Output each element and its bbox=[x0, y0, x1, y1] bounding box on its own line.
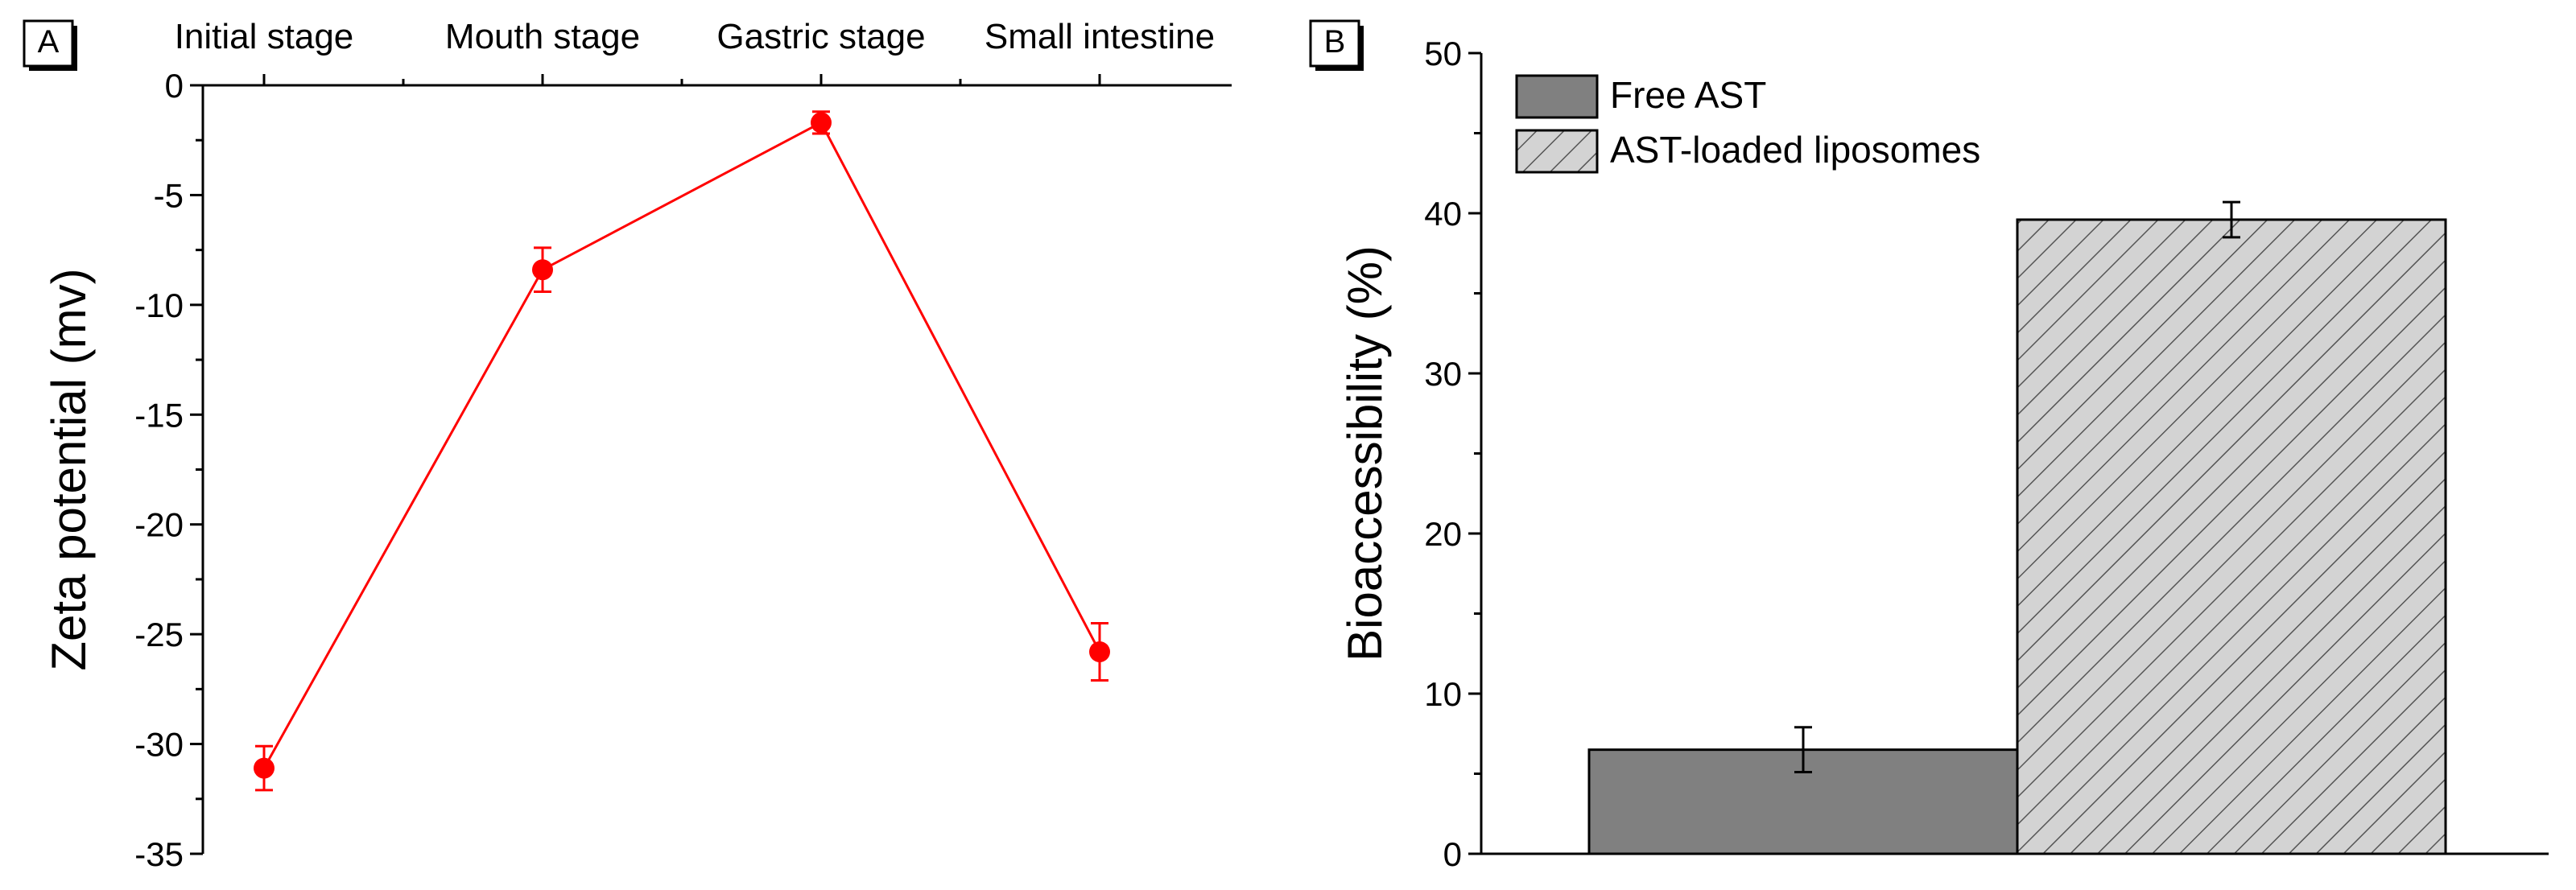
panel-b-bar bbox=[2016, 218, 2447, 855]
panel-a-axes bbox=[201, 84, 1232, 854]
panel-b-bars bbox=[1587, 218, 2447, 855]
panel-b-y-tick-label: 50 bbox=[1424, 35, 1462, 72]
panel-a-x-tick-label: Gastric stage bbox=[716, 17, 925, 56]
panel-a-x-tick-label: Initial stage bbox=[175, 17, 354, 56]
panel-a-series-path bbox=[262, 121, 1101, 769]
panel-a-y-tick-label: -10 bbox=[134, 286, 184, 324]
panel-b-y-tick-label: 0 bbox=[1443, 835, 1462, 873]
panel-a-y-tick-label: 0 bbox=[165, 67, 184, 105]
panel-a-y-axis-label: Zeta potential (mv) bbox=[42, 268, 96, 670]
panel-a-y-tick-label: -25 bbox=[134, 616, 184, 653]
panel-a-y-tick-label: -20 bbox=[134, 506, 184, 544]
panel-a-series-line bbox=[262, 121, 1101, 769]
legend-swatch-ast-loaded-liposomes bbox=[1515, 129, 1599, 174]
panel-a-y-tick-label: -15 bbox=[134, 396, 184, 434]
legend-label-free-ast: Free AST bbox=[1610, 74, 1766, 116]
panel-a-x-tick-label: Small intestine bbox=[985, 17, 1215, 56]
panel-a-label: A bbox=[38, 24, 60, 60]
panel-b-y-tick-label: 20 bbox=[1424, 515, 1462, 553]
panel-a-y-ticks: 0 -5 -10 -15 -20 -25 -30 -35 bbox=[134, 67, 203, 873]
panel-b-y-tick-label: 30 bbox=[1424, 355, 1462, 393]
panel-a-x-tick-label: Mouth stage bbox=[445, 17, 640, 56]
panel-b-y-tick-label: 10 bbox=[1424, 675, 1462, 713]
panel-a-label-box bbox=[23, 19, 74, 68]
panel-a-y-tick-label: -35 bbox=[134, 835, 184, 873]
panel-a-data-point bbox=[811, 112, 832, 134]
legend-label-ast-loaded-liposomes: AST-loaded liposomes bbox=[1610, 129, 1980, 171]
panel-b-error-bars bbox=[1794, 200, 2240, 774]
panel-a-data-point bbox=[254, 757, 275, 779]
panel-b-y-axis-label: Bioaccessibility (%) bbox=[1338, 245, 1392, 661]
panel-b: B 0 10 20 30 40 50 Bioaccessibility (%) Free … bbox=[1309, 19, 2549, 873]
panel-a-error-bars bbox=[255, 110, 1108, 792]
panel-a-x-ticks: Initial stage Mouth stage Gastric stage Sma… bbox=[175, 17, 1215, 85]
panel-b-label: B bbox=[1324, 24, 1346, 60]
panel-a-y-tick-label: -5 bbox=[154, 176, 184, 214]
panel-a-data-point bbox=[1089, 641, 1110, 662]
panel-b-label-box bbox=[1309, 19, 1360, 68]
panel-a-data-points bbox=[254, 112, 1110, 779]
panel-b-legend: Free AST AST-loaded liposomes bbox=[1515, 74, 1980, 174]
panel-b-y-tick-label: 40 bbox=[1424, 195, 1462, 233]
panel-a-data-point bbox=[532, 259, 553, 281]
panel-a-y-tick-label: -30 bbox=[134, 726, 184, 764]
legend-swatch-free-ast bbox=[1515, 74, 1599, 119]
panel-b-y-ticks: 0 10 20 30 40 50 bbox=[1424, 35, 1481, 873]
panel-a: A Initial stage Mouth stage Gastric stage S… bbox=[23, 17, 1232, 873]
